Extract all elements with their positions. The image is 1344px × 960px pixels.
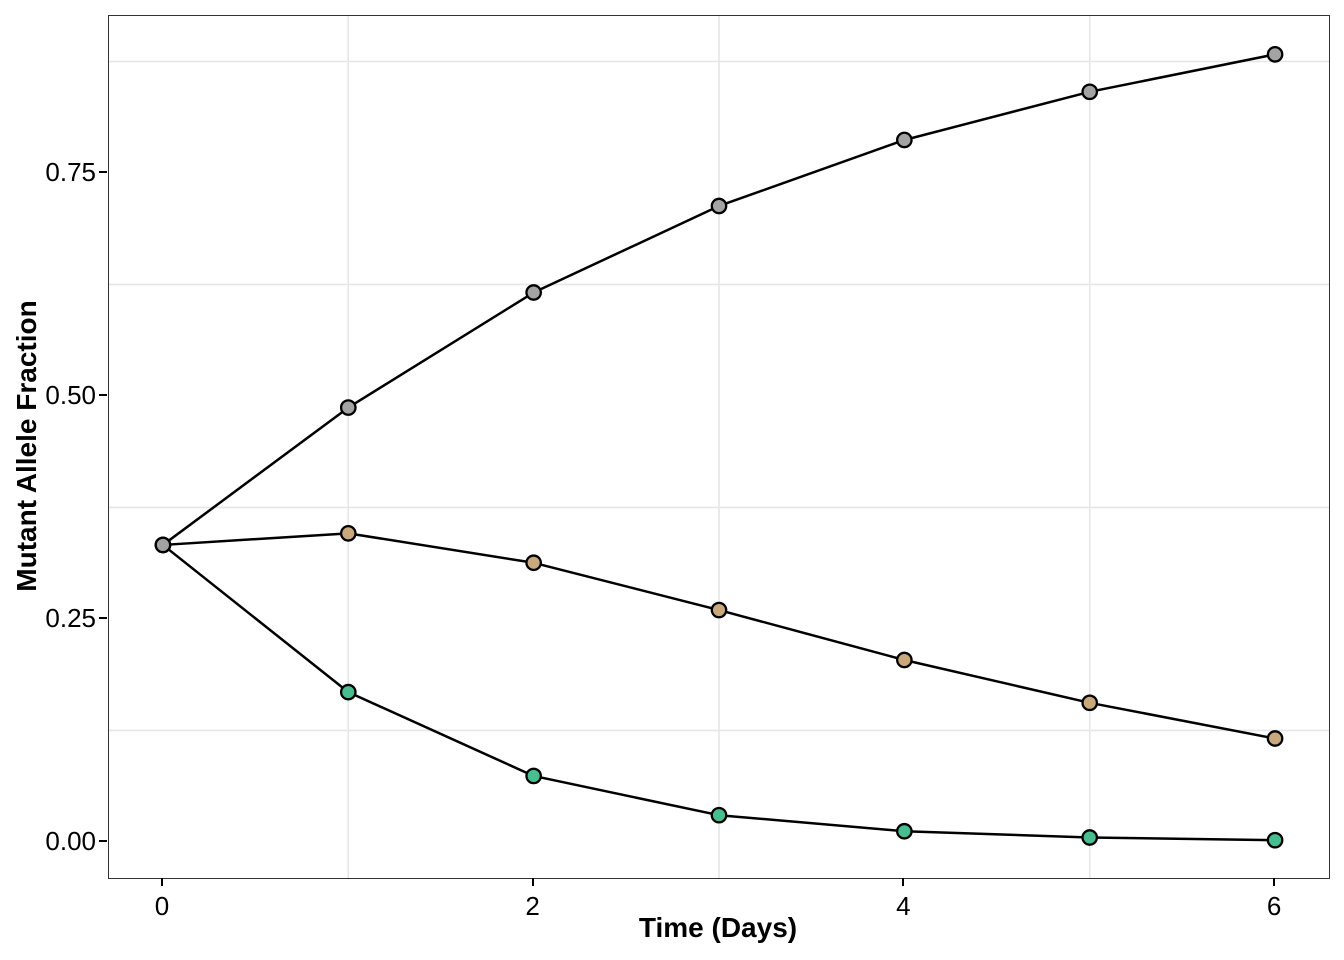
y-axis-tick <box>99 170 107 173</box>
data-point-tan-slowly-declining-clone <box>710 601 728 619</box>
y-tick-label: 0.00 <box>45 825 96 856</box>
x-tick-label: 2 <box>525 891 540 921</box>
y-tick-label: 0.25 <box>45 602 96 633</box>
data-point-gray-rising-clone <box>525 284 542 301</box>
data-point-gray-rising-clone <box>710 197 728 215</box>
x-axis-tick <box>531 878 534 886</box>
plot-panel <box>108 15 1330 879</box>
y-tick-label: 0.75 <box>45 156 96 187</box>
data-point-green-rapidly-declining-clone <box>525 767 542 785</box>
data-point-green-rapidly-declining-clone <box>710 806 728 824</box>
data-point-green-rapidly-declining-clone <box>1081 829 1099 846</box>
y-axis-tick <box>99 616 107 619</box>
data-point-tan-slowly-declining-clone <box>896 651 913 669</box>
y-axis-tick <box>99 839 107 842</box>
x-tick-label: 4 <box>896 891 911 921</box>
data-point-gray-rising-clone <box>339 399 357 416</box>
data-point-gray-rising-clone <box>1081 83 1099 101</box>
data-point-tan-slowly-declining-clone <box>525 554 542 572</box>
data-point-gray-rising-clone <box>896 131 913 149</box>
data-point-green-rapidly-declining-clone <box>896 822 913 840</box>
data-point-tan-slowly-declining-clone <box>1266 730 1284 747</box>
y-axis-tick <box>99 393 107 396</box>
y-tick-label: 0.50 <box>45 379 96 410</box>
data-point-gray-rising-clone <box>1266 46 1284 63</box>
x-axis-title: Time (Days) <box>638 912 798 943</box>
x-axis-tick <box>1273 878 1276 886</box>
data-point-tan-slowly-declining-clone <box>1081 694 1099 712</box>
plot-area-svg <box>109 16 1329 878</box>
x-axis-tick <box>160 878 163 886</box>
x-tick-label: 0 <box>154 891 170 921</box>
y-axis-title: Mutant Allele Fraction <box>11 300 42 592</box>
x-tick-label: 6 <box>1266 891 1282 921</box>
data-point-tan-slowly-declining-clone <box>339 524 357 542</box>
data-point-green-rapidly-declining-clone <box>339 683 357 701</box>
data-point-gray-rising-clone <box>154 536 172 554</box>
x-axis-tick <box>902 878 905 886</box>
data-point-green-rapidly-declining-clone <box>1266 831 1284 849</box>
